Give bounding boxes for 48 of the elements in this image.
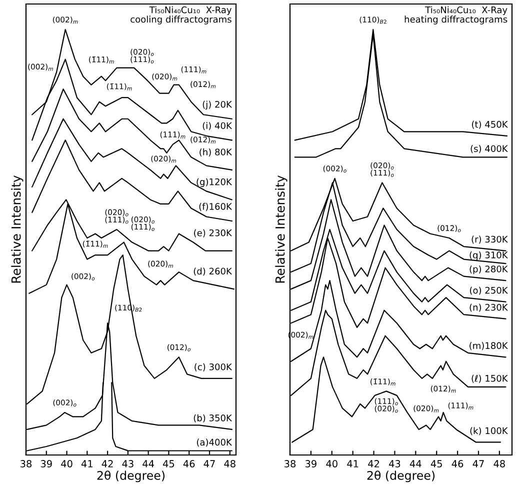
series-label: (i) 40K — [202, 122, 232, 130]
series-label: (o) 250K — [470, 286, 508, 295]
series-label: (b) 350K — [194, 414, 232, 422]
x-tick-label: 43 — [122, 460, 134, 468]
x-tick-label: 42 — [102, 460, 113, 468]
x-tick-label: 41 — [347, 460, 358, 468]
series-label: (ℓ) 150K — [472, 374, 508, 383]
x-tick-label: 38 — [20, 460, 32, 468]
x-tick-label: 46 — [183, 460, 195, 468]
series-label: (s) 400K — [470, 145, 508, 154]
series-label: (r) 330K — [472, 236, 508, 244]
y-axis-title: Relative Intensity — [11, 175, 24, 283]
x-tick-label: 47 — [472, 460, 484, 468]
x-tick-label: 41 — [81, 460, 92, 468]
x-tick-label: 40 — [61, 460, 72, 468]
series-label: (m)180K — [470, 342, 508, 350]
x-tick-label: 38 — [284, 460, 296, 468]
x-tick-label: 40 — [326, 460, 338, 468]
x-tick-label: 43 — [389, 460, 400, 468]
series-label: (k) 100K — [470, 427, 508, 436]
x-tick-label: 45 — [430, 460, 442, 468]
series-label: (c) 300K — [194, 363, 232, 372]
x-tick-label: 44 — [142, 460, 154, 468]
series-label: (f)160K — [199, 202, 232, 211]
x-axis-title: 2θ (degree) — [97, 470, 165, 482]
series-label: (n) 230K — [470, 304, 508, 312]
x-tick-label: 42 — [368, 460, 379, 468]
series-label: (t) 450K — [472, 120, 508, 129]
series-label: (j) 20K — [202, 100, 232, 110]
series-label: (g)120K — [196, 178, 232, 187]
x-tick-label: 39 — [306, 460, 316, 468]
series-label: (d) 260K — [194, 268, 232, 276]
x-tick-label: 44 — [410, 460, 422, 468]
series-label: (e) 230K — [194, 229, 232, 238]
x-tick-label: 45 — [163, 460, 174, 468]
x-tick-label: 39 — [40, 460, 52, 468]
chart-title: Ti₅₀Ni₄₀Cu₁₀ X-Ray heating diffractograms — [404, 6, 508, 24]
y-axis-title: Relative Intensity — [275, 175, 288, 283]
x-tick-label: 47 — [204, 460, 215, 468]
x-axis-title: 2θ (degree) — [367, 470, 435, 482]
series-label: (q) 310K — [470, 251, 508, 260]
series-label: (p) 280K — [470, 265, 508, 274]
x-tick-label: 48 — [224, 460, 236, 468]
series-label: (h) 80K — [200, 148, 232, 156]
x-tick-label: 46 — [452, 460, 464, 468]
x-tick-label: 48 — [494, 460, 505, 468]
series-label: (a)400K — [196, 438, 232, 447]
chart-title: Ti₅₀Ni₄₀Cu₁₀ X-Ray cooling diffractograms — [130, 6, 232, 24]
